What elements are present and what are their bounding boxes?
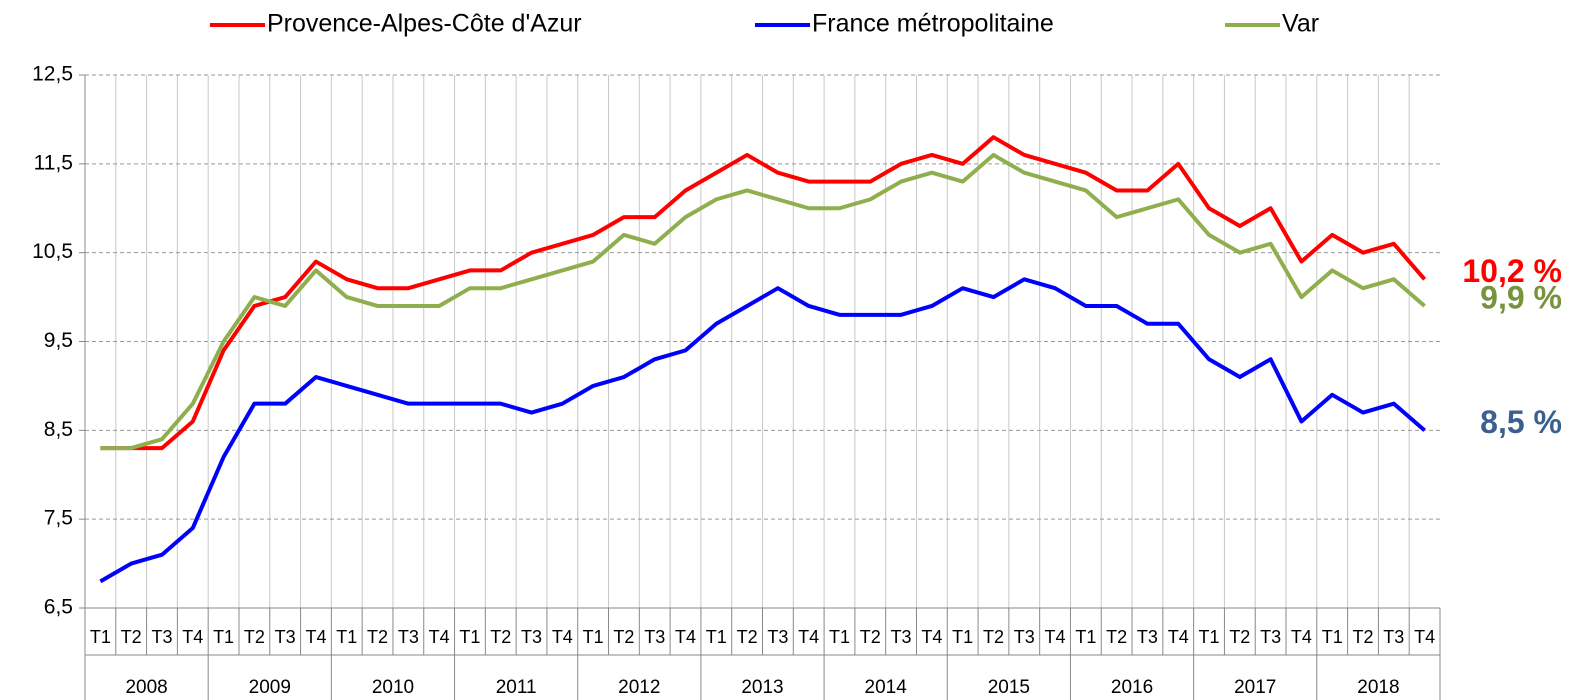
x-tick-label: T2 [1106, 627, 1127, 647]
y-tick-label: 11,5 [34, 151, 73, 174]
y-tick-label: 10,5 [32, 240, 73, 263]
x-tick-label: T3 [1260, 627, 1281, 647]
x-tick-label: T3 [767, 627, 788, 647]
x-tick-label: T2 [1229, 627, 1250, 647]
x-tick-label: T2 [121, 627, 142, 647]
x-tick-label: T2 [737, 627, 758, 647]
x-tick-label: T3 [151, 627, 172, 647]
x-tick-label: T2 [1353, 627, 1374, 647]
x-tick-label: T3 [1383, 627, 1404, 647]
x-tick-label: T4 [921, 627, 942, 647]
x-tick-label: T1 [706, 627, 727, 647]
year-label: 2017 [1234, 677, 1276, 698]
x-tick-label: T1 [1075, 627, 1096, 647]
year-label: 2011 [496, 677, 537, 698]
x-tick-label: T4 [1414, 627, 1435, 647]
year-label: 2018 [1357, 677, 1399, 698]
year-label: 2013 [741, 677, 783, 698]
x-tick-label: T1 [1322, 627, 1343, 647]
x-tick-label: T2 [860, 627, 881, 647]
series-line [99, 277, 1426, 584]
x-tick-label: T1 [583, 627, 604, 647]
x-tick-label: T4 [675, 627, 696, 647]
x-tick-label: T3 [891, 627, 912, 647]
x-tick-label: T4 [1291, 627, 1312, 647]
y-tick-label: 12,5 [32, 63, 73, 86]
end-label: 9,9 % [1480, 279, 1562, 315]
x-tick-label: T1 [213, 627, 234, 647]
x-tick-label: T2 [367, 627, 388, 647]
x-tick-label: T2 [490, 627, 511, 647]
y-tick-label: 8,5 [44, 418, 73, 441]
x-tick-label: T1 [952, 627, 973, 647]
x-tick-label: T3 [1014, 627, 1035, 647]
x-tick-label: T3 [521, 627, 542, 647]
x-tick-label: T1 [90, 627, 111, 647]
y-tick-label: 6,5 [44, 596, 73, 619]
x-tick-label: T1 [459, 627, 480, 647]
legend-label: Provence-Alpes-Côte d'Azur [267, 10, 582, 38]
x-tick-label: T1 [829, 627, 850, 647]
x-tick-label: T3 [275, 627, 296, 647]
end-label: 8,5 % [1480, 404, 1562, 440]
series-line [100, 135, 1427, 451]
year-label: 2012 [618, 677, 660, 698]
x-tick-label: T4 [798, 627, 819, 647]
year-label: 2014 [865, 677, 908, 698]
x-tick-label: T4 [552, 627, 573, 647]
x-tick-label: T3 [644, 627, 665, 647]
legend-label: France métropolitaine [812, 10, 1054, 38]
year-label: 2016 [1111, 677, 1153, 698]
x-tick-label: T4 [1168, 627, 1189, 647]
year-label: 2010 [372, 677, 414, 698]
x-tick-label: T2 [613, 627, 634, 647]
end-label: 10,2 % [1462, 253, 1562, 289]
x-tick-label: T1 [1199, 627, 1220, 647]
x-tick-label: T4 [429, 627, 450, 647]
y-tick-label: 9,5 [44, 329, 73, 352]
year-label: 2015 [988, 677, 1030, 698]
year-label: 2008 [125, 677, 167, 698]
x-tick-label: T4 [1045, 627, 1066, 647]
y-tick-label: 7,5 [44, 507, 73, 530]
legend-label: Var [1282, 10, 1319, 38]
x-tick-label: T2 [983, 627, 1004, 647]
x-tick-label: T3 [398, 627, 419, 647]
series-line [100, 152, 1426, 451]
x-tick-label: T4 [305, 627, 326, 647]
x-tick-label: T4 [182, 627, 203, 647]
x-tick-label: T2 [244, 627, 265, 647]
x-tick-label: T1 [336, 627, 357, 647]
x-tick-label: T3 [1137, 627, 1158, 647]
year-label: 2009 [249, 677, 291, 698]
